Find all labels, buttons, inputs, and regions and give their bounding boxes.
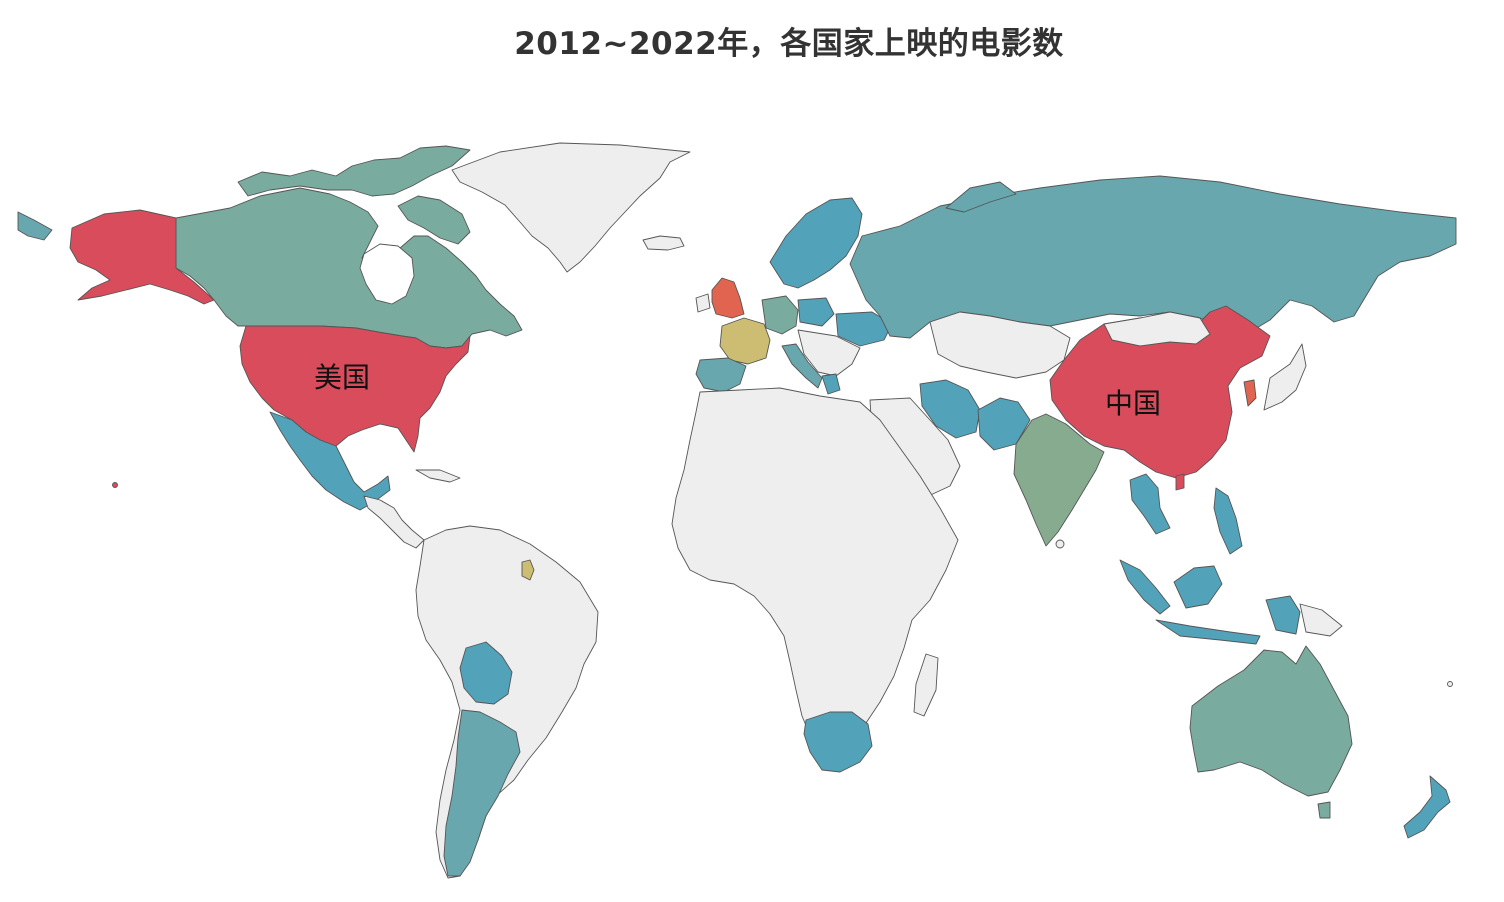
country-ireland[interactable]	[695, 293, 711, 313]
country-uk[interactable]	[711, 277, 745, 319]
country-russia-chukotka[interactable]	[17, 211, 53, 241]
country-indonesia-east[interactable]	[1155, 619, 1261, 645]
country-madagascar[interactable]	[913, 653, 939, 717]
country-scandinavia[interactable]	[769, 197, 863, 289]
country-south-korea[interactable]	[1243, 379, 1257, 407]
country-mexico[interactable]	[269, 411, 391, 511]
country-canada-islands[interactable]	[237, 145, 471, 197]
country-south-africa[interactable]	[803, 711, 873, 773]
country-south-america[interactable]	[415, 525, 599, 879]
country-eastern-europe[interactable]	[797, 329, 861, 377]
country-mongolia[interactable]	[1103, 311, 1211, 347]
country-spain[interactable]	[695, 357, 747, 393]
country-baffin-island[interactable]	[397, 195, 471, 245]
country-iran[interactable]	[919, 379, 981, 439]
country-bolivia[interactable]	[459, 641, 513, 705]
country-papua[interactable]	[1265, 595, 1301, 635]
country-usa[interactable]	[239, 325, 471, 453]
country-hudson-bay[interactable]	[359, 243, 415, 305]
country-indonesia-west[interactable]	[1119, 559, 1171, 615]
country-russia[interactable]	[849, 175, 1457, 339]
country-hawaii	[112, 482, 118, 488]
country-new-zealand[interactable]	[1403, 775, 1451, 839]
country-borneo[interactable]	[1173, 565, 1223, 609]
country-poland[interactable]	[797, 297, 835, 327]
country-greenland[interactable]	[451, 142, 691, 273]
country-argentina[interactable]	[443, 709, 521, 877]
country-cuba[interactable]	[415, 469, 461, 483]
country-france[interactable]	[719, 317, 771, 365]
label-china: 中国	[1105, 387, 1161, 420]
country-india[interactable]	[1013, 413, 1105, 547]
map-title: 2012~2022年，各国家上映的电影数	[514, 26, 1064, 62]
country-philippines[interactable]	[1213, 487, 1243, 555]
country-taiwan[interactable]	[1175, 473, 1185, 491]
country-png[interactable]	[1299, 603, 1343, 637]
country-greece[interactable]	[821, 373, 841, 395]
country-central-america[interactable]	[363, 495, 425, 549]
country-iceland[interactable]	[642, 235, 685, 251]
country-russia-north-islands[interactable]	[945, 181, 1017, 213]
country-canada[interactable]	[175, 187, 523, 349]
country-italy[interactable]	[781, 343, 823, 389]
label-usa: 美国	[314, 361, 370, 394]
country-sri-lanka	[1055, 539, 1065, 549]
country-tasmania[interactable]	[1317, 801, 1331, 819]
country-japan[interactable]	[1263, 343, 1307, 411]
country-alaska[interactable]	[69, 209, 215, 305]
country-thailand[interactable]	[1129, 473, 1171, 535]
country-pakistan[interactable]	[977, 397, 1031, 451]
country-australia[interactable]	[1189, 645, 1353, 797]
country-germany[interactable]	[761, 295, 799, 335]
country-french-guiana[interactable]	[521, 559, 535, 581]
country-pacific-island	[1447, 681, 1453, 687]
country-ukraine[interactable]	[835, 311, 893, 347]
